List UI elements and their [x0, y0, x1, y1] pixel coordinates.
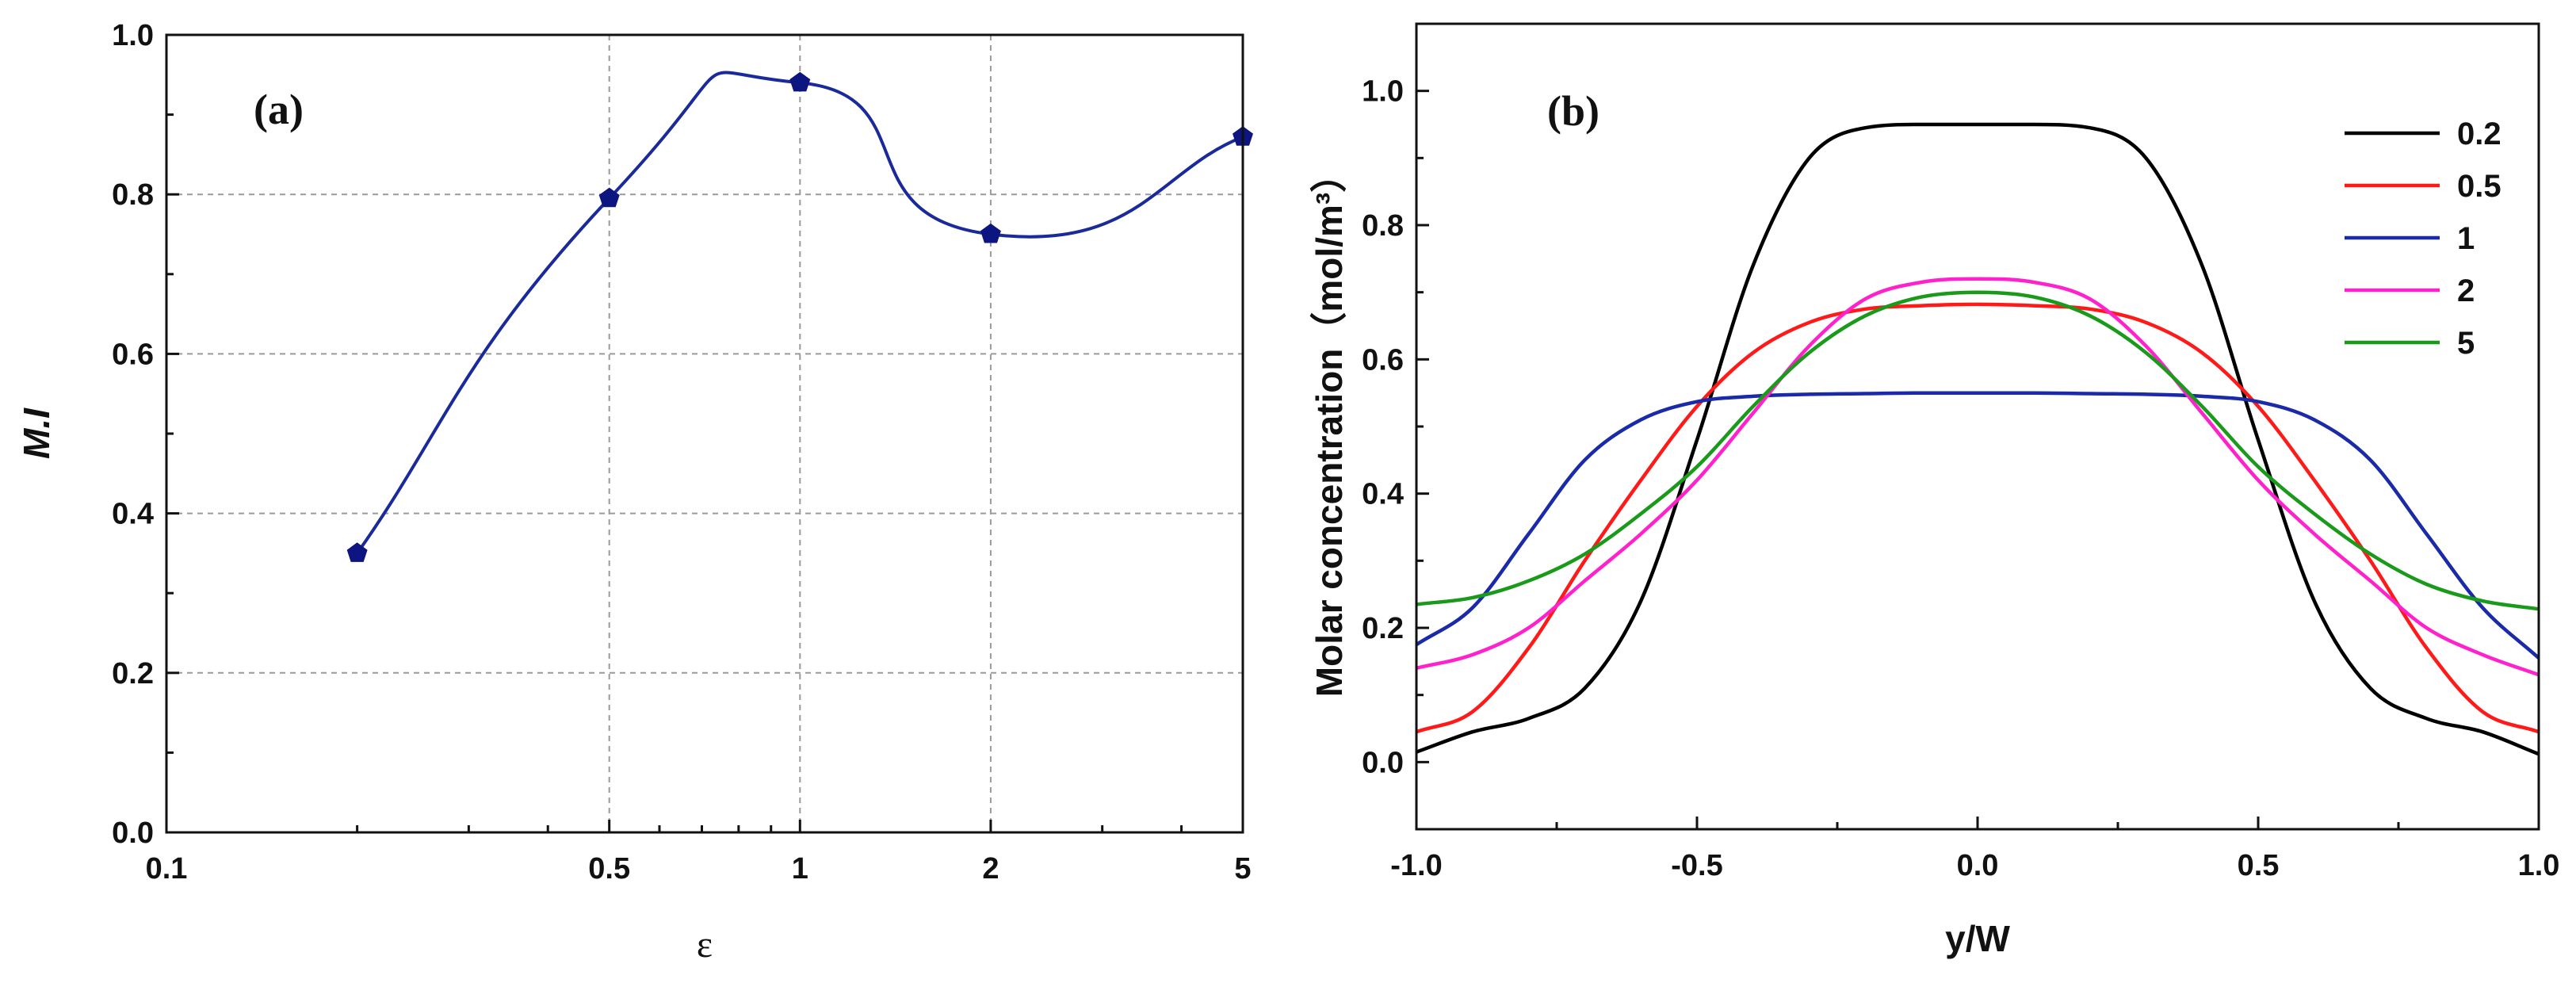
- panel-b-x-tick-label: 0.0: [1957, 849, 1999, 882]
- panel-b-y-tick-label: 1.0: [1362, 75, 1404, 109]
- legend-label: 5: [2457, 326, 2475, 361]
- panel-b-x-tick-label: 0.5: [2238, 849, 2280, 882]
- panel-a-y-tick-label: 0.6: [112, 338, 154, 371]
- panel-b-series-2-line: [1416, 277, 2540, 677]
- panel-a-ticks: 0.1 0.5 1 2 5 0.0 0.2 0.4 0.6 0.8 1.0: [112, 19, 1251, 885]
- panel-b-series-0-5-line: [1416, 302, 2540, 734]
- panel-b-x-axis-title: y/W: [1945, 918, 2010, 959]
- panel-a-x-tick-label: 1: [792, 852, 808, 885]
- panel-b-lines: [1415, 122, 2540, 756]
- panel-a-y-tick-label: 0.8: [112, 178, 154, 212]
- panel-b-legend: 0.2 0.5 1 2 5: [2345, 117, 2501, 361]
- panel-b-x-tick-label: -1.0: [1390, 849, 1442, 882]
- panel-a-chart: 0.1 0.5 1 2 5 0.0 0.2 0.4 0.6 0.8 1.0 (a) ε M.I: [16, 19, 1253, 966]
- panel-a-y-tick-label: 0.0: [112, 817, 154, 850]
- panel-a-y-tick-label: 1.0: [112, 19, 154, 52]
- panel-a-x-tick-label: 0.1: [146, 852, 188, 885]
- panel-a-y-axis-title: M.I: [16, 407, 57, 459]
- panel-a-data-point: [980, 223, 1001, 243]
- panel-a-data-point: [598, 187, 620, 208]
- panel-b-y-tick-label: 0.4: [1362, 478, 1404, 511]
- panel-b-ticks: -1.0 -0.5 0.0 0.5 1.0 0.0 0.2 0.4 0.6 0.8 1.0: [1362, 75, 2559, 882]
- panel-b-y-tick-label: 0.6: [1362, 343, 1404, 377]
- panel-a-grid: [166, 35, 1243, 832]
- panel-b-series-0-2-line: [1416, 122, 2540, 756]
- panel-b-frame: [1415, 22, 2540, 831]
- panel-a-y-tick-label: 0.2: [112, 657, 154, 690]
- panel-b-series-5-line: [1416, 290, 2540, 611]
- panel-a-x-tick-label: 5: [1234, 852, 1251, 885]
- panel-a-label: (a): [254, 86, 304, 133]
- legend-label: 0.5: [2457, 169, 2501, 204]
- panel-b-y-tick-label: 0.2: [1362, 612, 1404, 645]
- panel-a-y-tick-label: 0.4: [112, 498, 154, 531]
- legend-label: 0.2: [2457, 117, 2501, 151]
- panel-b-y-axis-title: Molar concentration（mol/m³）: [1309, 156, 1350, 697]
- panel-a-markers: [346, 71, 1253, 562]
- panel-a-x-tick-label: 0.5: [588, 852, 630, 885]
- panel-b-x-tick-label: -0.5: [1671, 849, 1722, 882]
- panel-a-x-axis-title: ε: [697, 924, 713, 966]
- panel-b-label: (b): [1547, 87, 1599, 135]
- panel-b-y-tick-label: 0.8: [1362, 209, 1404, 243]
- panel-b-chart: -1.0 -0.5 0.0 0.5 1.00.00.20.40.60.81.0 (b) …: [1309, 22, 2559, 959]
- panel-b-y-tick-label: 0.0: [1362, 746, 1404, 779]
- panel-a-frame: [165, 33, 1244, 834]
- legend-label: 2: [2457, 273, 2475, 308]
- panel-a-x-tick-label: 2: [982, 852, 999, 885]
- panel-b-series-1-line: [1415, 391, 2540, 660]
- panel-b-x-tick-label: 1.0: [2518, 849, 2560, 882]
- panel-a-data-point: [789, 71, 811, 92]
- panel-a-data-point: [346, 542, 368, 562]
- legend-label: 1: [2457, 221, 2475, 256]
